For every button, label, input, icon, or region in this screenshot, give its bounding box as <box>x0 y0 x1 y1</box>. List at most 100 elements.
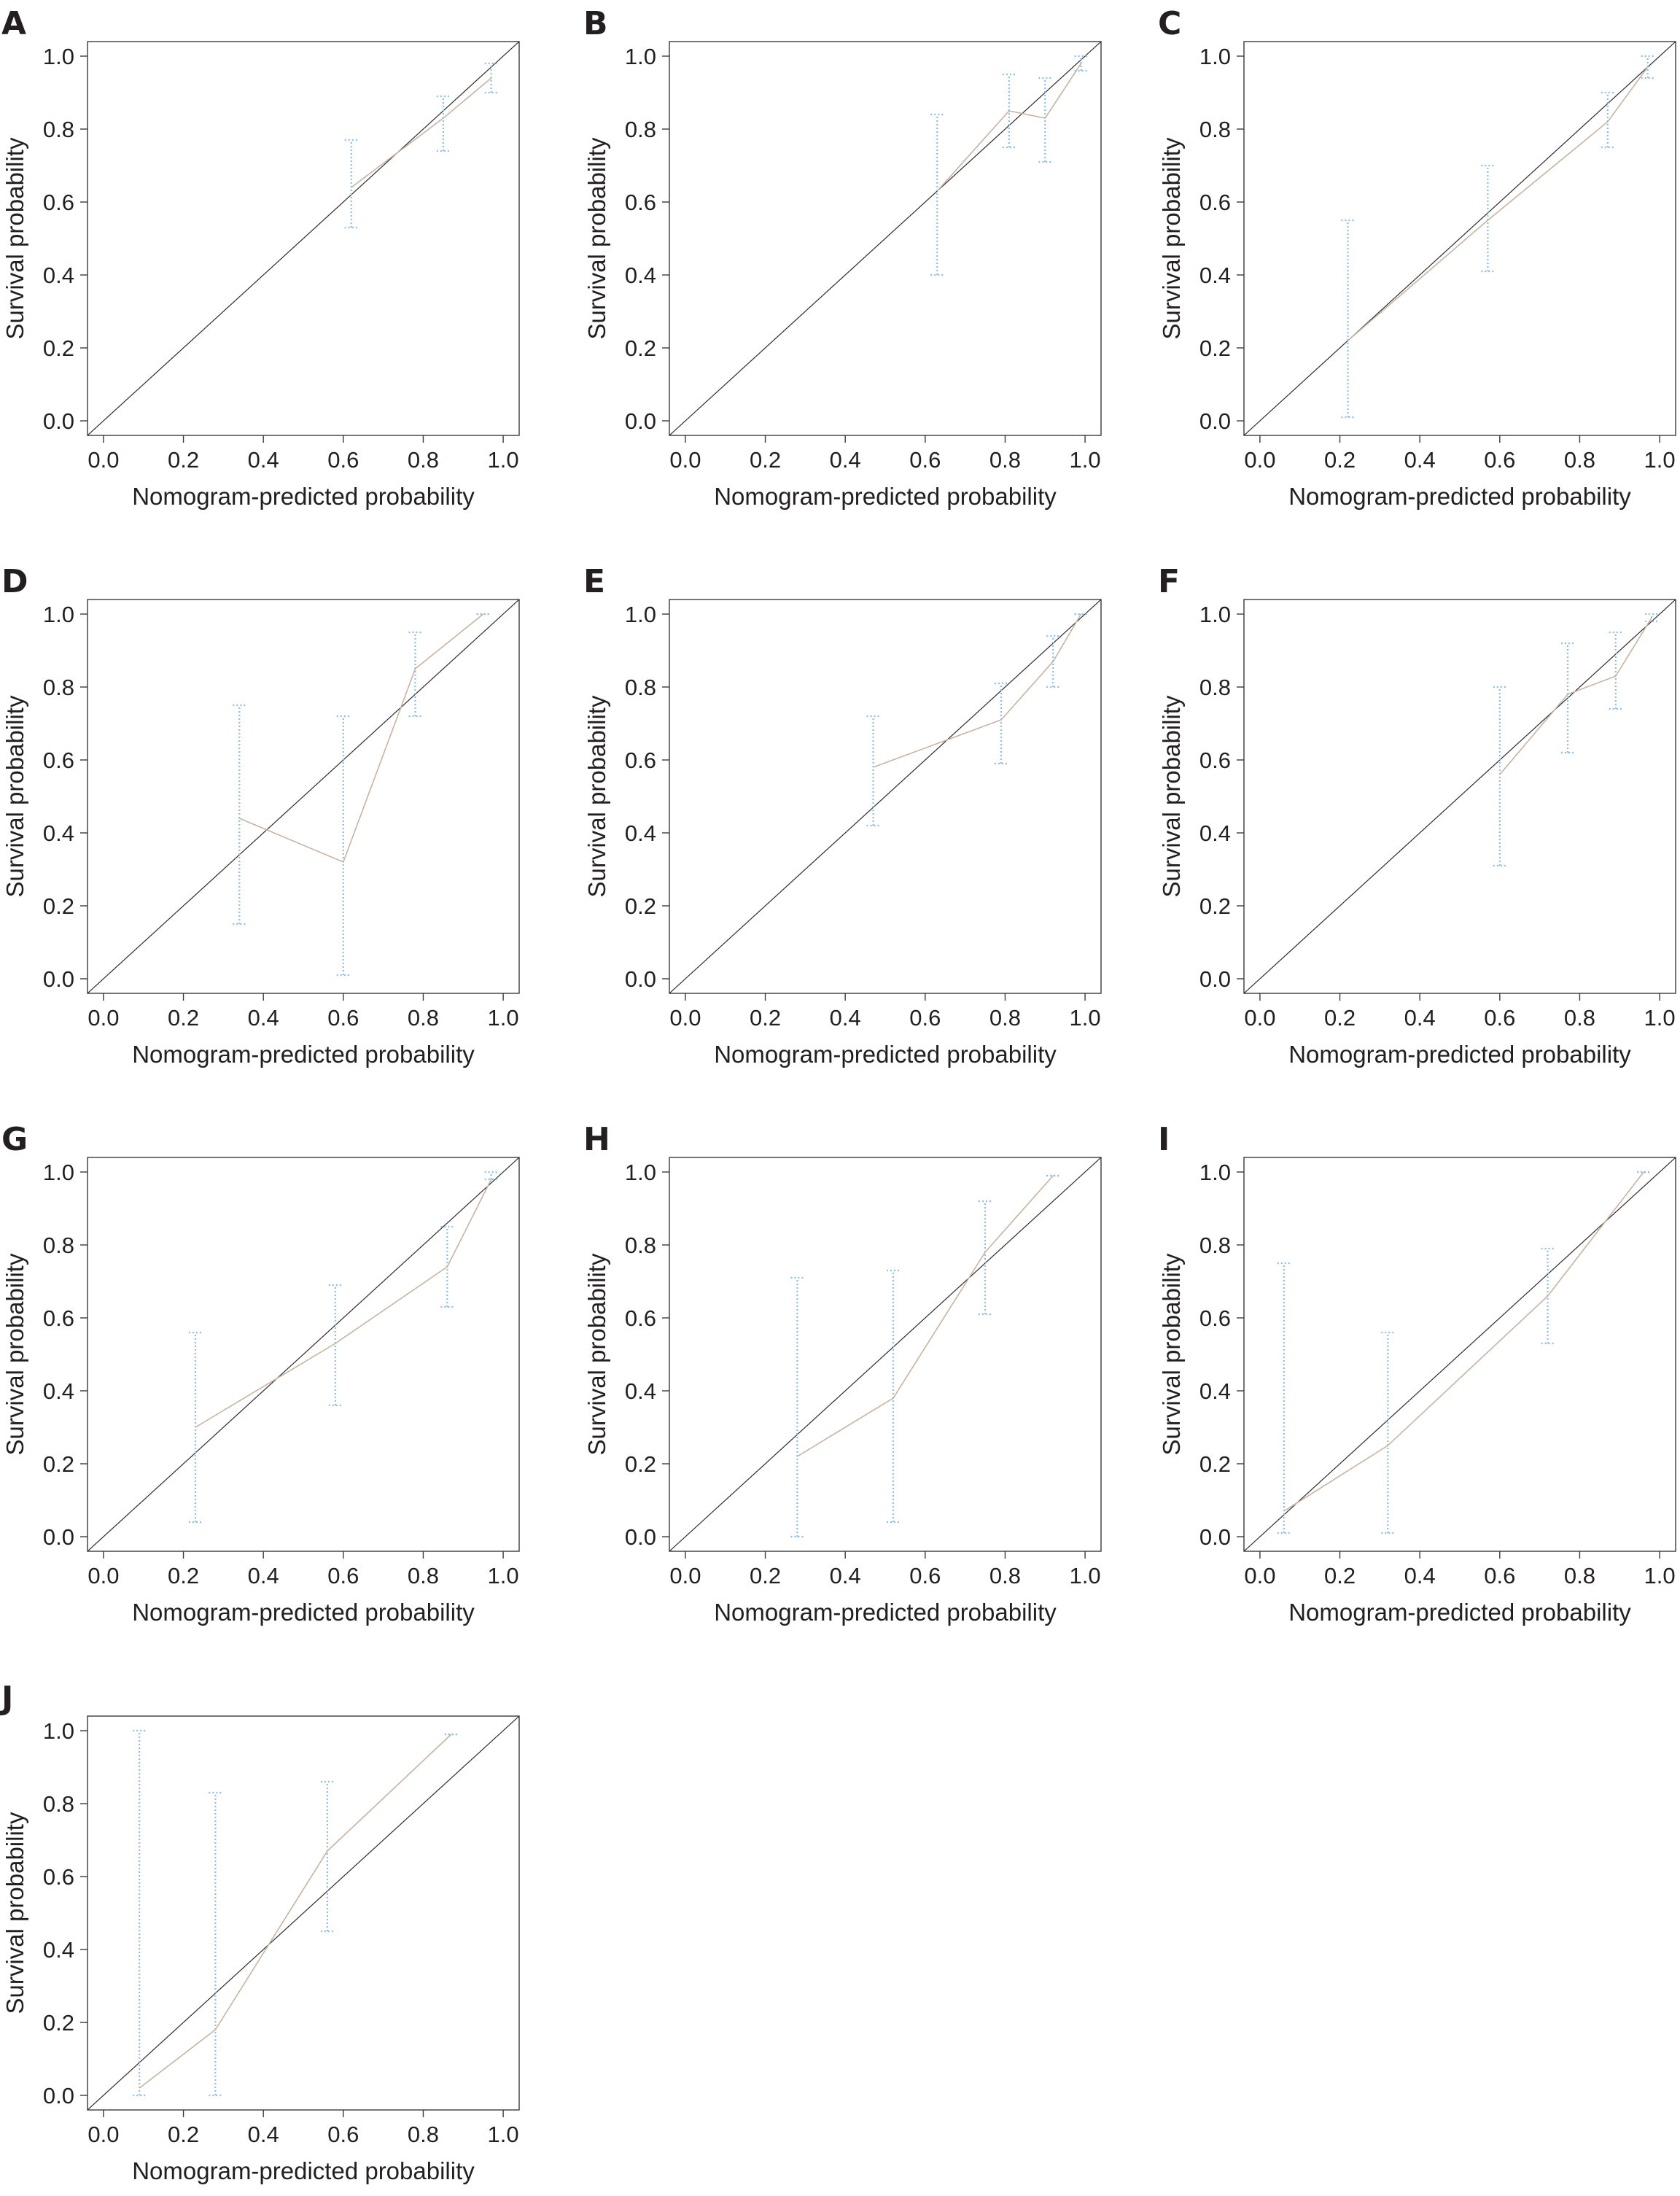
x-tick-label: 0.0 <box>669 1005 701 1031</box>
calibration-curve <box>796 1175 1054 1457</box>
x-tick-label: 0.6 <box>1484 447 1515 473</box>
x-tick-label: 0.0 <box>1244 447 1275 473</box>
x-tick-label: 0.0 <box>669 1563 701 1588</box>
calibration-curve <box>936 63 1082 192</box>
calibration-panel-g: G 0.0 0.2 0.4 0.6 0.8 1.0 0.0 0.2 0.4 0.6 0.8 1.0 Nom… <box>1 1121 520 1626</box>
x-tick-label: 0.6 <box>1484 1563 1515 1588</box>
x-tick-label: 1.0 <box>1070 1563 1101 1588</box>
y-tick-label: 0.8 <box>625 117 656 142</box>
x-tick-label: 0.4 <box>830 1005 861 1031</box>
y-axis-title: Survival probability <box>1 695 28 897</box>
x-axis-title: Nomogram-predicted probability <box>132 1041 475 1068</box>
calibration-curve <box>1347 66 1649 341</box>
x-tick-label: 1.0 <box>488 447 519 473</box>
x-tick-label: 0.0 <box>88 1005 119 1031</box>
x-tick-label: 1.0 <box>1644 1005 1676 1031</box>
x-axis-title: Nomogram-predicted probability <box>1288 483 1631 510</box>
y-axis-title: Survival probability <box>1158 137 1185 339</box>
y-tick-label: 1.0 <box>625 44 656 69</box>
y-tick-label: 0.8 <box>625 675 656 700</box>
y-tick-label: 0.4 <box>43 1937 74 1963</box>
x-tick-label: 1.0 <box>488 1005 519 1031</box>
x-tick-label: 0.6 <box>327 1563 359 1588</box>
y-tick-label: 0.2 <box>625 1451 656 1477</box>
panel-label: H <box>583 1121 610 1158</box>
plot-area <box>88 1157 519 1551</box>
y-tick-label: 0.8 <box>43 117 74 142</box>
y-tick-label: 1.0 <box>625 602 656 627</box>
y-tick-label: 1.0 <box>625 1160 656 1185</box>
panel-label: A <box>1 5 26 42</box>
plot-frame <box>87 41 520 436</box>
x-tick-label: 0.6 <box>327 2122 359 2147</box>
panel-label: B <box>583 5 608 42</box>
x-tick-label: 1.0 <box>1644 447 1676 473</box>
y-tick-label: 0.4 <box>43 820 74 846</box>
y-tick-label: 0.4 <box>625 263 656 288</box>
y-axis-title: Survival probability <box>1158 695 1185 897</box>
x-tick-label: 0.4 <box>248 2122 279 2147</box>
x-tick-label: 0.8 <box>989 1563 1021 1588</box>
x-tick-label: 0.2 <box>1324 447 1356 473</box>
plot-area <box>1244 1157 1676 1551</box>
calibration-panel-i: I 0.0 0.2 0.4 0.6 0.8 1.0 0.0 0.2 0.4 0.6 0.8 1.0 Nom… <box>1158 1121 1676 1626</box>
x-tick-label: 0.2 <box>750 1563 781 1588</box>
x-tick-label: 0.8 <box>1564 1563 1595 1588</box>
y-axis-title: Survival probability <box>583 137 610 339</box>
y-tick-label: 0.0 <box>625 966 656 992</box>
x-tick-label: 0.4 <box>248 1005 279 1031</box>
y-tick-label: 1.0 <box>43 44 74 69</box>
y-tick-label: 0.4 <box>1199 1378 1231 1404</box>
panel-label: C <box>1158 5 1181 42</box>
y-tick-label: 0.6 <box>43 748 74 773</box>
y-tick-label: 0.6 <box>1199 190 1231 215</box>
calibration-panel-h: H 0.0 0.2 0.4 0.6 0.8 1.0 0.0 0.2 0.4 0.6 0.8 1.0 Nom… <box>583 1121 1102 1626</box>
y-tick-label: 0.0 <box>43 408 74 434</box>
y-tick-label: 0.4 <box>1199 820 1231 846</box>
y-axis-title: Survival probability <box>1 137 28 339</box>
x-tick-label: 0.8 <box>408 1563 439 1588</box>
y-tick-label: 0.4 <box>1199 263 1231 288</box>
y-tick-label: 0.6 <box>43 1864 74 1890</box>
ideal-reference-line <box>1244 42 1676 435</box>
x-tick-label: 0.6 <box>327 1005 359 1031</box>
y-tick-label: 0.4 <box>43 1378 74 1404</box>
plot-frame <box>87 1157 520 1552</box>
x-tick-label: 0.2 <box>750 447 781 473</box>
y-tick-label: 0.2 <box>43 1451 74 1477</box>
calibration-curve <box>351 77 492 188</box>
y-axis-title: Survival probability <box>583 695 610 897</box>
calibration-curve <box>238 613 484 864</box>
y-tick-label: 0.2 <box>43 2010 74 2036</box>
y-tick-label: 0.0 <box>625 1524 656 1550</box>
x-tick-label: 0.6 <box>909 1005 941 1031</box>
plot-area <box>1244 42 1676 435</box>
x-tick-label: 0.0 <box>1244 1005 1275 1031</box>
x-tick-label: 1.0 <box>488 2122 519 2147</box>
calibration-panel-j: J 0.0 0.2 0.4 0.6 0.8 1.0 0.0 0.2 0.4 0.6 0.8 1.0 Nom… <box>0 1680 520 2184</box>
x-tick-label: 0.0 <box>669 447 701 473</box>
x-axis-title: Nomogram-predicted probability <box>132 1599 475 1626</box>
plot-frame <box>669 41 1102 436</box>
panel-label: J <box>0 1680 13 1717</box>
x-tick-label: 0.6 <box>1484 1005 1515 1031</box>
y-tick-label: 0.6 <box>625 190 656 215</box>
x-tick-label: 0.2 <box>168 1563 199 1588</box>
y-tick-label: 1.0 <box>43 1160 74 1185</box>
x-tick-label: 0.4 <box>830 1563 861 1588</box>
y-tick-label: 0.2 <box>1199 335 1231 361</box>
x-axis-title: Nomogram-predicted probability <box>1288 1599 1631 1626</box>
calibration-panel-d: D 0.0 0.2 0.4 0.6 0.8 1.0 0.0 0.2 0.4 0.6 0.8 1.0 Nom… <box>1 563 520 1068</box>
y-tick-label: 0.0 <box>43 2083 74 2108</box>
plot-frame <box>669 599 1102 994</box>
x-axis-title: Nomogram-predicted probability <box>132 2157 475 2184</box>
calibration-curve <box>195 1179 492 1428</box>
plot-area <box>669 600 1101 993</box>
calibration-panel-a: A 0.0 0.2 0.4 0.6 0.8 1.0 0.0 0.2 0.4 0.6 0.8 1.0 Nom… <box>1 5 520 510</box>
y-tick-label: 0.4 <box>43 263 74 288</box>
ideal-reference-line <box>88 600 519 993</box>
y-tick-label: 1.0 <box>1199 1160 1231 1185</box>
y-axis-title: Survival probability <box>1 1812 28 2014</box>
y-tick-label: 0.2 <box>625 893 656 919</box>
